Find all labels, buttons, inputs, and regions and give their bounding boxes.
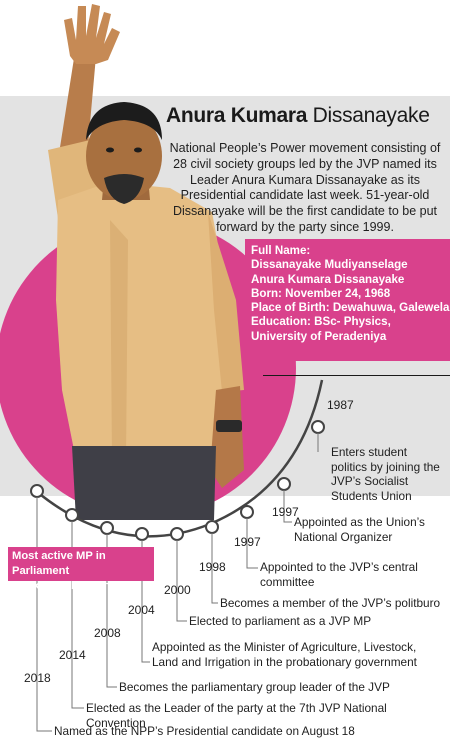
timeline-year: 1997 [272, 505, 299, 519]
timeline-event: Becomes the parliamentary group leader o… [119, 680, 390, 694]
timeline-event: Appointed as the Minister of Agriculture… [152, 640, 417, 669]
timeline-node [170, 527, 184, 541]
highlight-line-1: Most active MP in Parliament [12, 550, 106, 577]
profile-line: Place of Birth: Dewahuwa, Galewela [251, 301, 450, 315]
timeline-event: Appointed as the Union’s National Organi… [294, 515, 425, 544]
timeline-node [30, 484, 44, 498]
divider-line [263, 375, 450, 376]
profile-line: Dissanayake Mudiyanselage [251, 258, 408, 272]
profile-line: Born: November 24, 1968 [251, 286, 391, 300]
timeline-node [100, 521, 114, 535]
timeline-event: Elected to parliament as a JVP MP [189, 614, 372, 628]
profile-line: Anura Kumara Dissanayake [251, 272, 405, 286]
timeline-node [65, 508, 79, 522]
timeline-year: 1997 [234, 535, 261, 549]
timeline-event: Becomes a member of the JVP’s politburo [220, 596, 441, 610]
timeline-node [277, 477, 291, 491]
timeline-year: 1998 [199, 560, 226, 574]
timeline-event: Enters student politics by joining the J… [331, 445, 440, 503]
timeline-year: 2004 [128, 603, 155, 617]
portrait-photo [48, 4, 244, 520]
timeline-year: 2008 [94, 626, 121, 640]
profile-line: Full Name: [251, 244, 311, 257]
timeline-node [240, 505, 254, 519]
intro-paragraph: National People’s Power movement consist… [169, 141, 441, 234]
profile-box: Full Name: Dissanayake Mudiyanselage Anu… [245, 239, 450, 361]
timeline-node [135, 527, 149, 541]
timeline-year: 2018 [24, 671, 51, 685]
page-title: Anura Kumara Dissanayake [166, 104, 446, 128]
timeline-year: 1987 [327, 398, 354, 412]
timeline-node [311, 420, 325, 434]
timeline-event: Appointed to the JVP’s central committee [260, 560, 418, 589]
profile-line: University of Peradeniya [251, 329, 387, 343]
timeline-year: 2014 [59, 648, 86, 662]
name-light: Dissanayake [312, 104, 430, 127]
timeline-node [205, 520, 219, 534]
timeline-event: Elected as the Leader of the party at th… [86, 701, 387, 730]
profile-line: Education: BSc- Physics, [251, 315, 391, 329]
timeline-event: Named as the NPP’s Presidential candidat… [54, 724, 355, 738]
highlight-box: Most active MP in Parliament Ranked 1# b… [8, 547, 154, 592]
name-bold: Anura Kumara [166, 104, 308, 127]
timeline-year: 2000 [164, 583, 191, 597]
highlight-line-2: Ranked 1# by manthri.lk [12, 580, 141, 592]
